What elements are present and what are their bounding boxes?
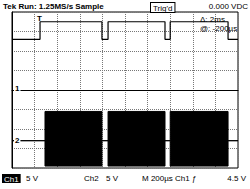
svg-text:Ch2: Ch2 — [84, 174, 99, 183]
svg-text:4.5 V: 4.5 V — [227, 174, 246, 183]
svg-text:2: 2 — [15, 136, 20, 145]
svg-text:T: T — [37, 14, 42, 23]
svg-text:0.000 VDC: 0.000 VDC — [209, 2, 248, 11]
svg-text:Δ: 2ms: Δ: 2ms — [200, 15, 225, 24]
svg-text:Tek Run: 1.25MS/s Sample: Tek Run: 1.25MS/s Sample — [3, 2, 104, 11]
svg-text:M 200µs Ch1 ƒ: M 200µs Ch1 ƒ — [142, 174, 196, 183]
svg-text:Ch1: Ch1 — [4, 175, 19, 184]
svg-text:@: -200µs: @: -200µs — [200, 24, 237, 33]
svg-text:1: 1 — [15, 84, 20, 93]
svg-text:5 V: 5 V — [26, 174, 39, 183]
svg-text:Trig'd: Trig'd — [153, 4, 172, 13]
svg-text:5 V: 5 V — [106, 174, 119, 183]
